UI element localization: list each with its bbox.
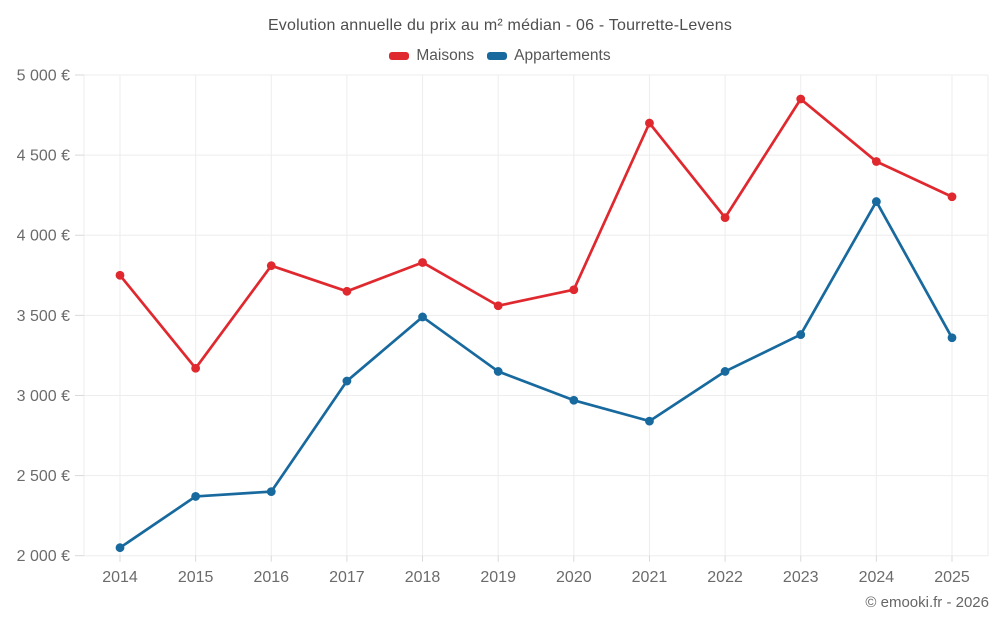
y-tick-label: 5 000 € xyxy=(17,68,70,85)
data-point-maisons-2021[interactable] xyxy=(645,118,654,128)
data-point-maisons-2024[interactable] xyxy=(871,157,881,166)
legend-item-appartements[interactable]: Appartements xyxy=(487,47,611,65)
chart-legend: Maisons Appartements xyxy=(0,46,1000,66)
y-tick-label: 2 000 € xyxy=(17,548,70,565)
data-point-appartements-2018[interactable] xyxy=(418,312,427,322)
data-point-maisons-2015[interactable] xyxy=(191,363,201,373)
data-point-maisons-2019[interactable] xyxy=(493,301,503,311)
data-point-maisons-2025[interactable] xyxy=(947,192,957,202)
data-point-maisons-2022[interactable] xyxy=(720,213,730,223)
x-tick-label: 2023 xyxy=(783,569,819,586)
data-point-appartements-2014[interactable] xyxy=(115,543,125,553)
legend-label-maisons: Maisons xyxy=(416,47,475,64)
x-tick-label: 2024 xyxy=(859,569,895,586)
appartements-series-swatch-icon xyxy=(487,52,508,60)
data-point-maisons-2014[interactable] xyxy=(115,270,125,280)
data-point-appartements-2016[interactable] xyxy=(266,487,276,497)
series-line-maisons xyxy=(118,97,954,370)
x-tick-label: 2015 xyxy=(178,569,214,586)
series-line-appartements xyxy=(118,200,954,550)
x-tick-label: 2017 xyxy=(329,569,365,586)
copyright-footer: © emooki.fr - 2026 xyxy=(865,594,989,611)
data-point-appartements-2015[interactable] xyxy=(191,492,201,501)
x-tick-label: 2020 xyxy=(556,569,592,586)
x-tick-label: 2019 xyxy=(480,569,516,586)
data-point-maisons-2018[interactable] xyxy=(418,258,427,267)
maisons-series-swatch-icon xyxy=(389,52,410,60)
data-point-appartements-2023[interactable] xyxy=(796,330,806,339)
data-point-maisons-2020[interactable] xyxy=(569,285,579,295)
data-point-appartements-2019[interactable] xyxy=(493,367,503,376)
x-tick-label: 2016 xyxy=(253,569,289,586)
legend-item-maisons[interactable]: Maisons xyxy=(389,47,474,65)
x-tick-label: 2014 xyxy=(102,569,138,586)
legend-label-appartements: Appartements xyxy=(514,47,611,64)
x-tick-label: 2018 xyxy=(405,569,441,586)
y-tick-label: 4 000 € xyxy=(17,228,70,245)
data-point-appartements-2025[interactable] xyxy=(947,333,957,343)
data-point-appartements-2017[interactable] xyxy=(342,376,352,386)
y-tick-label: 4 500 € xyxy=(17,148,70,165)
x-tick-label: 2021 xyxy=(632,569,668,586)
x-tick-label: 2025 xyxy=(934,569,970,586)
data-point-appartements-2020[interactable] xyxy=(569,395,579,405)
data-point-maisons-2017[interactable] xyxy=(342,286,352,296)
data-point-appartements-2021[interactable] xyxy=(645,416,654,426)
data-point-maisons-2016[interactable] xyxy=(266,261,276,271)
data-point-appartements-2024[interactable] xyxy=(871,197,881,206)
chart-title: Evolution annuelle du prix au m² médian … xyxy=(267,17,733,34)
y-tick-label: 2 500 € xyxy=(17,468,70,485)
data-point-maisons-2023[interactable] xyxy=(796,94,806,104)
x-tick-label: 2022 xyxy=(707,569,743,586)
data-point-appartements-2022[interactable] xyxy=(720,367,730,376)
y-tick-label: 3 000 € xyxy=(17,388,70,405)
y-tick-label: 3 500 € xyxy=(17,308,70,325)
